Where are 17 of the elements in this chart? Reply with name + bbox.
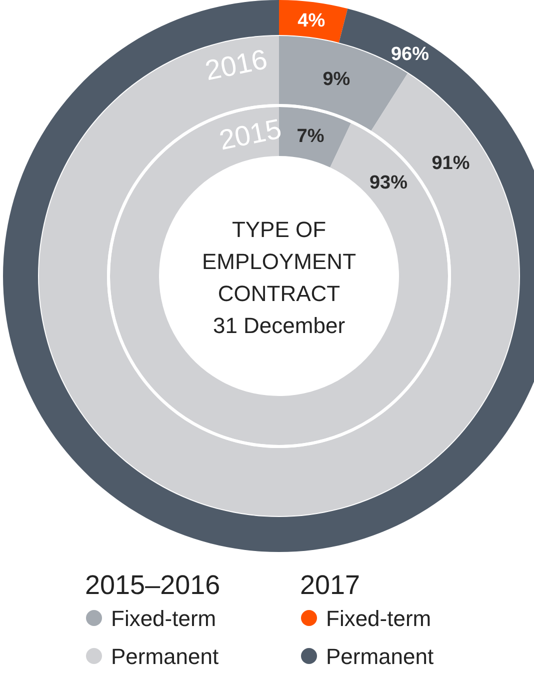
data-label: 96%: [390, 44, 430, 66]
legend-label: Fixed-term: [111, 606, 216, 631]
legend-label: Permanent: [326, 644, 434, 669]
donut-slice: [279, 107, 351, 168]
data-label: 93%: [369, 172, 408, 194]
legend-title: 2017: [300, 570, 360, 600]
chart-title: 2015: [216, 113, 284, 156]
data-label: 91%: [432, 153, 470, 174]
text: 31 December: [212, 313, 346, 338]
donut-slice: [39, 36, 519, 516]
legend-title: 2015–2016: [85, 570, 220, 600]
text: TYPE OF EMPLOYMENT CONTRACT: [202, 217, 356, 306]
legend-label: Fixed-term: [326, 606, 432, 631]
data-label: 9%: [322, 69, 350, 90]
data-label: 7%: [296, 126, 324, 147]
data-label: 4%: [298, 10, 326, 32]
legend-label: Permanent: [111, 644, 219, 669]
